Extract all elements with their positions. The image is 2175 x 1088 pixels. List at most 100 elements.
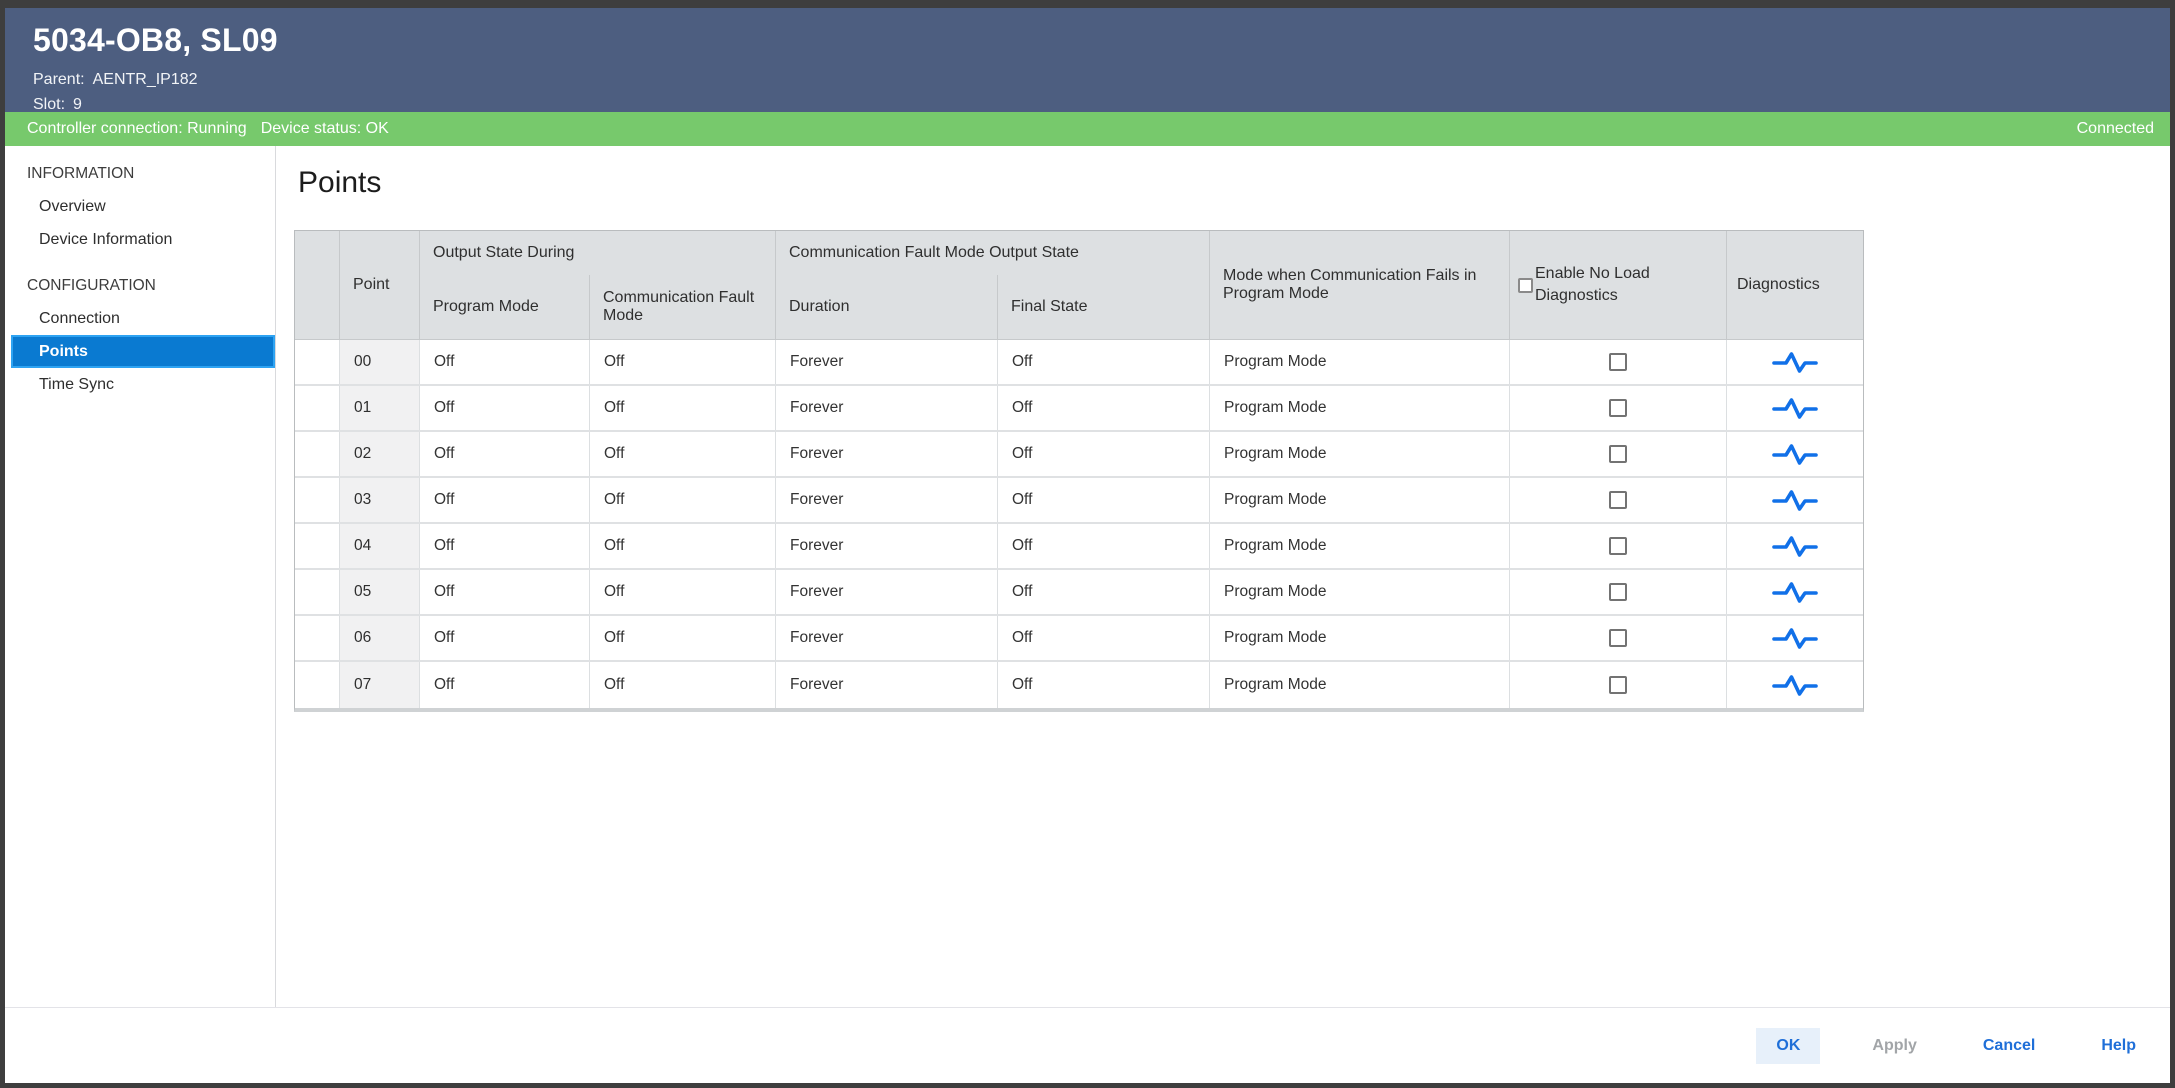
cell-enable-no-load — [1510, 524, 1727, 568]
cell-final-state[interactable]: Off — [998, 570, 1210, 614]
points-table-body: 00 Off Off Forever Off Program Mode 01 Off Off Fo… — [295, 340, 1863, 708]
cell-mode-when-comm-fails[interactable]: Program Mode — [1210, 386, 1510, 430]
points-table: Point Output State During Program Mode C… — [294, 230, 1864, 712]
diagnostics-button[interactable] — [1772, 673, 1818, 697]
cell-communication-fault-mode[interactable]: Off — [590, 616, 776, 660]
cell-enable-no-load — [1510, 662, 1727, 708]
cell-communication-fault-mode[interactable]: Off — [590, 340, 776, 384]
enable-no-load-label: Enable No Load Diagnostics — [1535, 265, 1650, 304]
cell-program-mode[interactable]: Off — [420, 616, 590, 660]
cell-point: 07 — [340, 662, 420, 708]
no-load-checkbox[interactable] — [1609, 676, 1627, 694]
device-parent-line: Parent: AENTR_IP182 — [33, 67, 2170, 92]
cell-duration[interactable]: Forever — [776, 616, 998, 660]
no-load-checkbox[interactable] — [1609, 583, 1627, 601]
apply-button[interactable]: Apply — [1858, 1028, 1930, 1064]
cell-program-mode[interactable]: Off — [420, 570, 590, 614]
cell-final-state[interactable]: Off — [998, 662, 1210, 708]
cell-mode-when-comm-fails[interactable]: Program Mode — [1210, 662, 1510, 708]
enable-no-load-all-checkbox[interactable] — [1518, 277, 1533, 293]
diagnostics-button[interactable] — [1772, 580, 1818, 604]
header-communication-fault-mode: Communication Fault Mode — [590, 275, 776, 339]
cell-program-mode[interactable]: Off — [420, 524, 590, 568]
cell-communication-fault-mode[interactable]: Off — [590, 662, 776, 708]
diagnostics-button[interactable] — [1772, 534, 1818, 558]
no-load-checkbox[interactable] — [1609, 399, 1627, 417]
device-title: 5034-OB8, SL09 — [33, 22, 278, 58]
row-selector-cell[interactable] — [295, 662, 340, 708]
row-selector-cell[interactable] — [295, 570, 340, 614]
cell-program-mode[interactable]: Off — [420, 478, 590, 522]
cell-point: 03 — [340, 478, 420, 522]
controller-connection-status: Controller connection: Running — [27, 120, 247, 137]
row-selector-cell[interactable] — [295, 478, 340, 522]
sidebar-item-device-information[interactable]: Device Information — [39, 230, 173, 248]
cell-program-mode[interactable]: Off — [420, 432, 590, 476]
cell-duration[interactable]: Forever — [776, 340, 998, 384]
cell-final-state[interactable]: Off — [998, 432, 1210, 476]
no-load-checkbox[interactable] — [1609, 353, 1627, 371]
cell-mode-when-comm-fails[interactable]: Program Mode — [1210, 478, 1510, 522]
row-selector-cell[interactable] — [295, 340, 340, 384]
cell-communication-fault-mode[interactable]: Off — [590, 432, 776, 476]
header-final-state: Final State — [998, 275, 1210, 339]
no-load-checkbox[interactable] — [1609, 537, 1627, 555]
device-status: Device status: OK — [260, 120, 389, 137]
cell-mode-when-comm-fails[interactable]: Program Mode — [1210, 340, 1510, 384]
row-selector-cell[interactable] — [295, 386, 340, 430]
cell-final-state[interactable]: Off — [998, 524, 1210, 568]
cell-final-state[interactable]: Off — [998, 340, 1210, 384]
sidebar-item-time-sync[interactable]: Time Sync — [39, 375, 114, 393]
cell-duration[interactable]: Forever — [776, 662, 998, 708]
sidebar-item-points[interactable]: Points — [11, 335, 275, 368]
diagnostics-button[interactable] — [1772, 350, 1818, 374]
no-load-checkbox[interactable] — [1609, 629, 1627, 647]
sidebar-item-overview[interactable]: Overview — [39, 197, 106, 215]
diagnostics-button[interactable] — [1772, 442, 1818, 466]
sidebar-item-connection[interactable]: Connection — [39, 309, 120, 327]
cell-communication-fault-mode[interactable]: Off — [590, 386, 776, 430]
cell-point: 01 — [340, 386, 420, 430]
sidebar-section-configuration: CONFIGURATION — [27, 277, 156, 294]
row-selector-cell[interactable] — [295, 616, 340, 660]
cell-point: 06 — [340, 616, 420, 660]
diagnostics-button[interactable] — [1772, 396, 1818, 420]
cell-diagnostics — [1727, 340, 1863, 384]
row-selector-cell[interactable] — [295, 432, 340, 476]
cell-duration[interactable]: Forever — [776, 524, 998, 568]
diagnostics-pulse-icon — [1772, 536, 1818, 557]
no-load-checkbox[interactable] — [1609, 445, 1627, 463]
cell-communication-fault-mode[interactable]: Off — [590, 570, 776, 614]
cell-program-mode[interactable]: Off — [420, 386, 590, 430]
row-selector-cell[interactable] — [295, 524, 340, 568]
cell-duration[interactable]: Forever — [776, 432, 998, 476]
cell-program-mode[interactable]: Off — [420, 340, 590, 384]
diagnostics-pulse-icon — [1772, 628, 1818, 649]
cell-mode-when-comm-fails[interactable]: Program Mode — [1210, 616, 1510, 660]
cell-diagnostics — [1727, 524, 1863, 568]
cell-mode-when-comm-fails[interactable]: Program Mode — [1210, 570, 1510, 614]
cell-communication-fault-mode[interactable]: Off — [590, 524, 776, 568]
ok-button[interactable]: OK — [1756, 1027, 1821, 1064]
cell-final-state[interactable]: Off — [998, 616, 1210, 660]
cancel-button[interactable]: Cancel — [1969, 1028, 2049, 1064]
diagnostics-pulse-icon — [1772, 490, 1818, 511]
cell-mode-when-comm-fails[interactable]: Program Mode — [1210, 524, 1510, 568]
cell-duration[interactable]: Forever — [776, 386, 998, 430]
diagnostics-button[interactable] — [1772, 488, 1818, 512]
status-bar: Controller connection: Running Device st… — [5, 112, 2170, 146]
cell-enable-no-load — [1510, 570, 1727, 614]
diagnostics-button[interactable] — [1772, 626, 1818, 650]
cell-final-state[interactable]: Off — [998, 386, 1210, 430]
cell-final-state[interactable]: Off — [998, 478, 1210, 522]
cell-enable-no-load — [1510, 478, 1727, 522]
slot-value: 9 — [73, 96, 82, 113]
cell-program-mode[interactable]: Off — [420, 662, 590, 708]
cell-duration[interactable]: Forever — [776, 570, 998, 614]
cell-mode-when-comm-fails[interactable]: Program Mode — [1210, 432, 1510, 476]
no-load-checkbox[interactable] — [1609, 491, 1627, 509]
diagnostics-pulse-icon — [1772, 352, 1818, 373]
cell-communication-fault-mode[interactable]: Off — [590, 478, 776, 522]
cell-duration[interactable]: Forever — [776, 478, 998, 522]
help-button[interactable]: Help — [2087, 1028, 2150, 1064]
